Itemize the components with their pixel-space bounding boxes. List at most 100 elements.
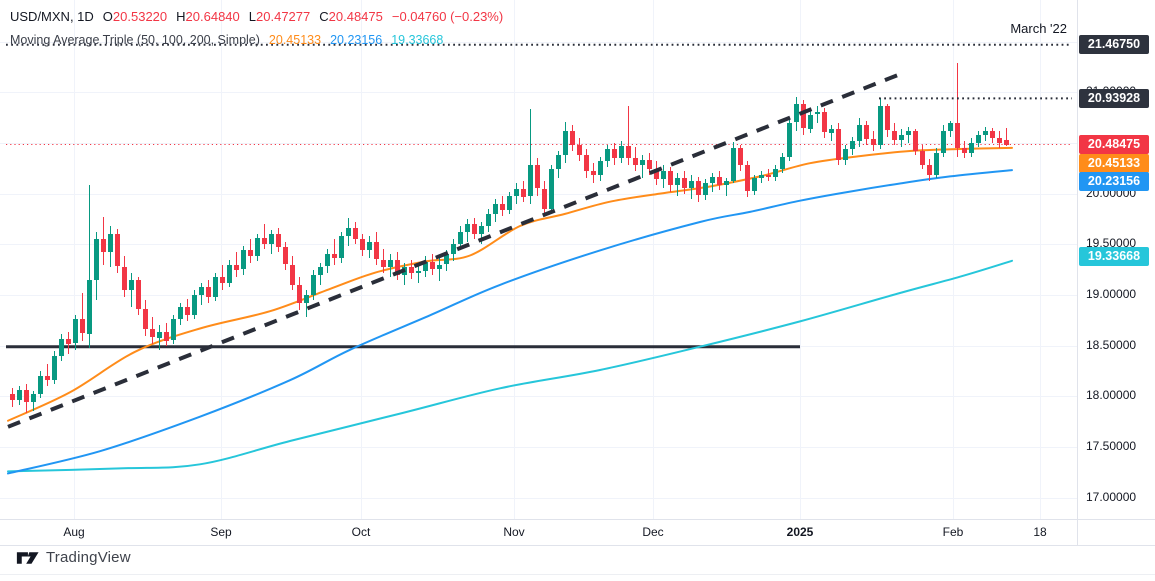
candle-down <box>612 149 617 158</box>
candle-down <box>822 112 827 132</box>
candle-up <box>129 280 134 290</box>
candle-up <box>906 131 911 135</box>
candle-down <box>626 146 631 158</box>
candle-up <box>269 234 274 244</box>
candle-down <box>990 131 995 138</box>
candle-up <box>563 131 568 155</box>
candle-down <box>962 148 967 153</box>
candle-up <box>444 254 449 264</box>
candle-down <box>220 277 225 283</box>
candle-up <box>857 125 862 141</box>
candle-up <box>934 153 939 175</box>
candle-down <box>143 309 148 329</box>
candle-up <box>451 244 456 254</box>
candle-up <box>843 149 848 160</box>
candle-down <box>913 131 918 151</box>
candle-up <box>17 390 22 400</box>
candle-up <box>325 254 330 266</box>
candle-down <box>332 254 337 258</box>
candle-down <box>115 234 120 266</box>
candle-down <box>136 280 141 309</box>
price-tick-label: 17.00000 <box>1086 489 1137 504</box>
candle-up <box>675 178 680 185</box>
candle-down <box>738 148 743 165</box>
time-axis-pane[interactable]: Aug Sep Oct Nov Dec 2025 Feb 18 <box>0 520 1155 545</box>
open-value: 20.53220 <box>112 9 168 24</box>
candle-down <box>353 228 358 239</box>
high-prefix: H <box>176 9 186 24</box>
candle-down <box>836 129 841 160</box>
candle-up <box>171 319 176 340</box>
candle-down <box>150 329 155 337</box>
candle-up <box>689 181 694 188</box>
candle-up <box>829 129 834 133</box>
candle-up <box>948 123 953 131</box>
candle-up <box>94 239 99 280</box>
candle-up <box>178 307 183 319</box>
candle-down <box>654 169 659 179</box>
candle-up <box>339 236 344 258</box>
ma-100-line <box>7 169 1013 475</box>
price-axis-pane[interactable]: 21.0000020.0000019.5000019.0000018.50000… <box>1077 0 1155 545</box>
candle-up <box>556 155 561 169</box>
symbol-legend-row[interactable]: USD/MXN, 1D O20.53220 H20.64840 L20.47277 C2… <box>10 7 503 27</box>
candle-up <box>486 214 491 226</box>
candle-down <box>521 189 526 197</box>
candle-down <box>395 260 400 275</box>
candle-down <box>864 125 869 139</box>
candle-up <box>493 204 498 214</box>
candle-up <box>794 104 799 122</box>
tradingview-logo-icon <box>16 551 39 564</box>
candle-up <box>724 181 729 185</box>
candle-down <box>206 287 211 297</box>
ma50-value: 20.45133 <box>268 33 322 47</box>
candle-down <box>892 131 897 140</box>
close-value: 20.48475 <box>328 9 383 24</box>
candle-up <box>458 232 463 244</box>
candle-down <box>885 106 890 130</box>
candle-down <box>164 332 169 341</box>
close-prefix: C <box>319 9 329 24</box>
candle-up <box>598 161 603 175</box>
candle-up <box>549 169 554 209</box>
candle-up <box>850 141 855 149</box>
candle-down <box>766 175 771 177</box>
candle-up <box>213 277 218 297</box>
candle-down <box>360 239 365 250</box>
price-tick-label: 18.00000 <box>1086 388 1137 403</box>
plot-area[interactable] <box>0 0 1077 519</box>
time-tick-label: 18 <box>1033 525 1047 539</box>
candle-up <box>507 196 512 210</box>
candle-down <box>430 262 435 269</box>
price-label-badge-dark: 21.46750 <box>1079 34 1149 54</box>
price-label-badge-orange: 20.45133 <box>1079 153 1149 173</box>
candle-down <box>500 204 505 210</box>
candle-up <box>815 112 820 114</box>
time-tick-label: Nov <box>503 525 525 539</box>
candle-down <box>45 376 50 380</box>
ma-200-line <box>7 259 1013 473</box>
chart-legend: USD/MXN, 1D O20.53220 H20.64840 L20.47277 C2… <box>10 7 503 50</box>
candles <box>10 63 1009 413</box>
candle-up <box>31 394 36 402</box>
candle-down <box>185 307 190 315</box>
candle-up <box>367 242 372 250</box>
tradingview-watermark[interactable]: TradingView <box>16 549 131 566</box>
time-tick-label: 2025 <box>786 525 814 539</box>
candle-up <box>87 280 92 334</box>
candle-down <box>955 123 960 148</box>
candle-up <box>619 146 624 158</box>
candle-up <box>38 376 43 394</box>
change-value: −0.04760 (−0.23%) <box>391 9 504 24</box>
candle-up <box>465 224 470 232</box>
price-tick-label: 17.50000 <box>1086 439 1137 454</box>
price-label-badge-red: 20.48475 <box>1079 134 1149 154</box>
candle-up <box>710 177 715 183</box>
candle-down <box>101 239 106 252</box>
candle-down <box>668 171 673 185</box>
indicator-legend-row[interactable]: Moving Average Triple (50, 100, 200, Sim… <box>10 30 503 50</box>
price-label-badge-blue: 20.23156 <box>1079 171 1149 191</box>
candle-up <box>780 157 785 169</box>
future-date-annotation[interactable]: March '22 <box>1010 21 1067 36</box>
